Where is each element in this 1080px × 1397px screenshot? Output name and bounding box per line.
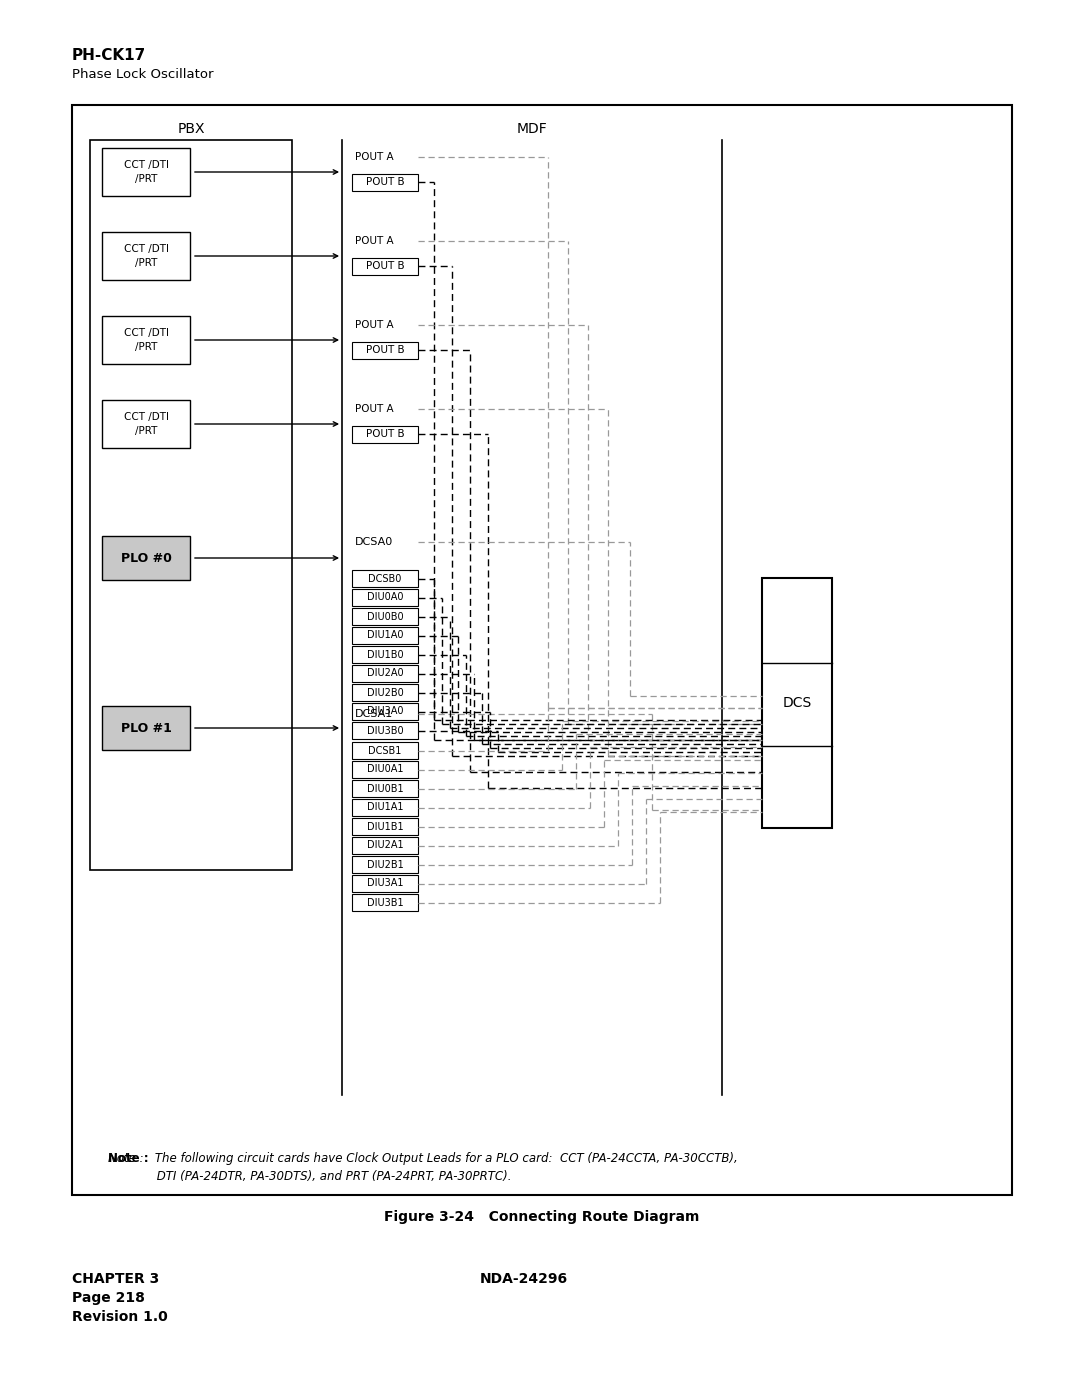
Bar (102, 148, 190, 196)
Text: DTI (PA-24DTR, PA-30DTS), and PRT (PA-24PRT, PA-30PRTC).: DTI (PA-24DTR, PA-30DTS), and PRT (PA-24… (108, 1171, 512, 1183)
Text: CCT /DTI
/PRT: CCT /DTI /PRT (123, 412, 168, 436)
Bar (72, 105, 1012, 1194)
Text: POUT B: POUT B (366, 261, 404, 271)
Text: Note :: Note : (108, 1153, 152, 1165)
Text: DIU0B0: DIU0B0 (367, 612, 403, 622)
Bar (352, 627, 418, 644)
Text: DIU3B1: DIU3B1 (367, 897, 403, 908)
Text: DCSA1: DCSA1 (355, 710, 393, 719)
Bar (352, 875, 418, 893)
Text: Figure 3-24   Connecting Route Diagram: Figure 3-24 Connecting Route Diagram (384, 1210, 700, 1224)
Bar (352, 856, 418, 873)
Bar (352, 590, 418, 606)
Bar (352, 570, 418, 587)
Text: DIU2A1: DIU2A1 (367, 841, 403, 851)
Bar (102, 316, 190, 365)
Text: POUT A: POUT A (355, 236, 393, 246)
Bar (352, 645, 418, 664)
Text: DCSB1: DCSB1 (368, 746, 402, 756)
Text: DIU0A0: DIU0A0 (367, 592, 403, 602)
Bar (352, 837, 418, 854)
Bar (352, 703, 418, 719)
Text: DIU1B1: DIU1B1 (367, 821, 403, 831)
Text: DIU3A1: DIU3A1 (367, 879, 403, 888)
Bar (352, 665, 418, 682)
Text: POUT B: POUT B (366, 345, 404, 355)
Text: DCS: DCS (782, 696, 812, 710)
Bar (352, 799, 418, 816)
Text: DIU1A0: DIU1A0 (367, 630, 403, 640)
Text: DIU3A0: DIU3A0 (367, 707, 403, 717)
Text: DCSB0: DCSB0 (368, 574, 402, 584)
Text: MDF: MDF (516, 122, 548, 136)
Bar (90, 140, 292, 870)
Bar (352, 722, 418, 739)
Text: CCT /DTI
/PRT: CCT /DTI /PRT (123, 161, 168, 183)
Text: DIU2A0: DIU2A0 (367, 669, 403, 679)
Text: DIU0A1: DIU0A1 (367, 764, 403, 774)
Bar (102, 705, 190, 750)
Bar (352, 819, 418, 835)
Text: Revision 1.0: Revision 1.0 (72, 1310, 167, 1324)
Text: DIU0B1: DIU0B1 (367, 784, 403, 793)
Bar (352, 894, 418, 911)
Text: Note :   The following circuit cards have Clock Output Leads for a PLO card:  CC: Note : The following circuit cards have … (108, 1153, 738, 1165)
Text: PBX: PBX (177, 122, 205, 136)
Text: PH-CK17: PH-CK17 (72, 47, 146, 63)
Text: CCT /DTI
/PRT: CCT /DTI /PRT (123, 328, 168, 352)
Text: CHAPTER 3: CHAPTER 3 (72, 1273, 159, 1287)
Bar (352, 742, 418, 759)
Text: POUT A: POUT A (355, 152, 393, 162)
Text: CCT /DTI
/PRT: CCT /DTI /PRT (123, 244, 168, 268)
Text: PLO #0: PLO #0 (121, 552, 172, 564)
Bar (102, 536, 190, 580)
Text: DIU1B0: DIU1B0 (367, 650, 403, 659)
Text: POUT B: POUT B (366, 177, 404, 187)
Text: DCSA0: DCSA0 (355, 536, 393, 548)
Text: Page 218: Page 218 (72, 1291, 145, 1305)
Text: DIU2B1: DIU2B1 (366, 859, 403, 869)
Bar (352, 426, 418, 443)
Bar (352, 608, 418, 624)
Bar (352, 173, 418, 190)
Bar (102, 400, 190, 448)
Text: POUT B: POUT B (366, 429, 404, 439)
Text: NDA-24296: NDA-24296 (480, 1273, 568, 1287)
Bar (352, 341, 418, 359)
Text: POUT A: POUT A (355, 320, 393, 330)
Text: DIU1A1: DIU1A1 (367, 802, 403, 813)
Text: POUT A: POUT A (355, 404, 393, 414)
Text: DIU3B0: DIU3B0 (367, 725, 403, 735)
Bar (352, 257, 418, 274)
Text: DIU2B0: DIU2B0 (366, 687, 403, 697)
Bar (352, 685, 418, 701)
Text: PLO #1: PLO #1 (121, 721, 172, 735)
Text: Phase Lock Oscillator: Phase Lock Oscillator (72, 68, 214, 81)
Bar (352, 780, 418, 798)
Bar (762, 578, 832, 828)
Bar (102, 232, 190, 279)
Bar (352, 761, 418, 778)
